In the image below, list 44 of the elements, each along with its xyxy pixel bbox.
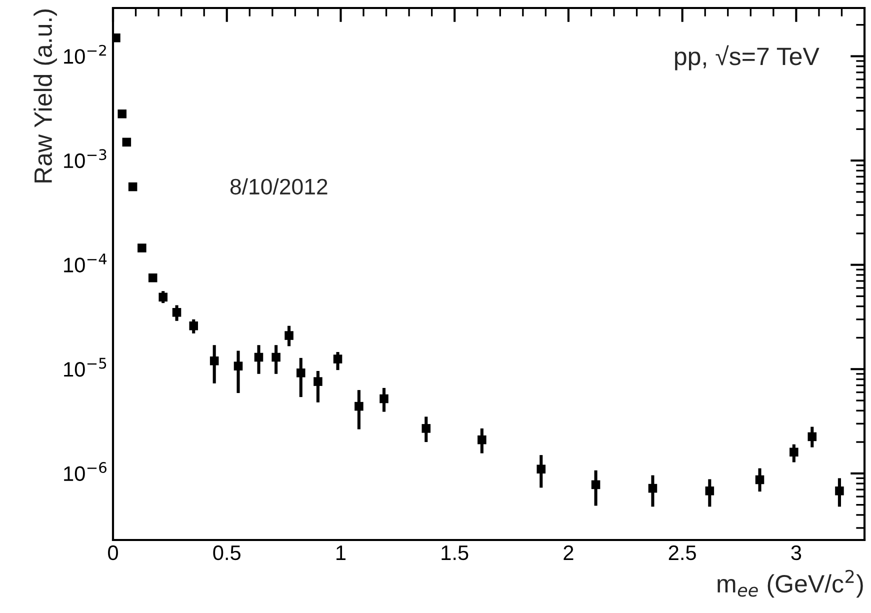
point <box>591 480 600 490</box>
x-tick-label: 1 <box>336 546 346 560</box>
point <box>158 292 168 302</box>
point <box>835 486 844 496</box>
point <box>234 362 243 370</box>
x-tick-label: 0 <box>108 545 118 560</box>
point <box>128 182 138 192</box>
y-tick-label: 10$^{−6}$ <box>64 462 106 482</box>
point <box>422 424 431 433</box>
point <box>705 486 714 496</box>
point <box>790 448 798 457</box>
point <box>380 394 388 404</box>
annotation: pp, √s=7 TeV <box>675 45 820 70</box>
x-tick-label: 2 <box>564 545 574 560</box>
point <box>333 354 342 364</box>
point <box>172 308 182 317</box>
y-tick-label: 10$^{−5}$ <box>64 358 106 377</box>
point <box>254 352 264 362</box>
annotation: 8/10/2012 <box>230 178 328 195</box>
point <box>148 273 158 282</box>
point <box>648 484 658 493</box>
y-tick-label: 10$^{−2}$ <box>64 44 106 64</box>
point <box>808 432 817 442</box>
point <box>138 244 146 252</box>
point <box>189 321 198 330</box>
point <box>210 356 219 366</box>
point <box>284 331 294 340</box>
point <box>118 110 126 118</box>
point <box>314 377 322 386</box>
point <box>478 435 486 444</box>
x-tick-label: 2.5 <box>668 545 696 560</box>
point <box>122 138 132 147</box>
x-tick-label: 1.5 <box>442 546 468 560</box>
y-axis-title: Raw Yield (a.u.) <box>34 10 57 182</box>
x-tick-label: 0.5 <box>213 545 240 560</box>
point <box>536 464 546 474</box>
x-tick-label: 3 <box>791 545 802 560</box>
point <box>296 368 306 378</box>
point <box>755 475 764 484</box>
point <box>272 352 280 362</box>
y-tick-label: 10$^{−4}$ <box>64 254 107 272</box>
point <box>354 402 364 411</box>
x-axis-title: m$_{ee}$ (GeV/c$^{2}$) <box>718 570 863 598</box>
y-tick-label: 10$^{−3}$ <box>64 149 106 168</box>
